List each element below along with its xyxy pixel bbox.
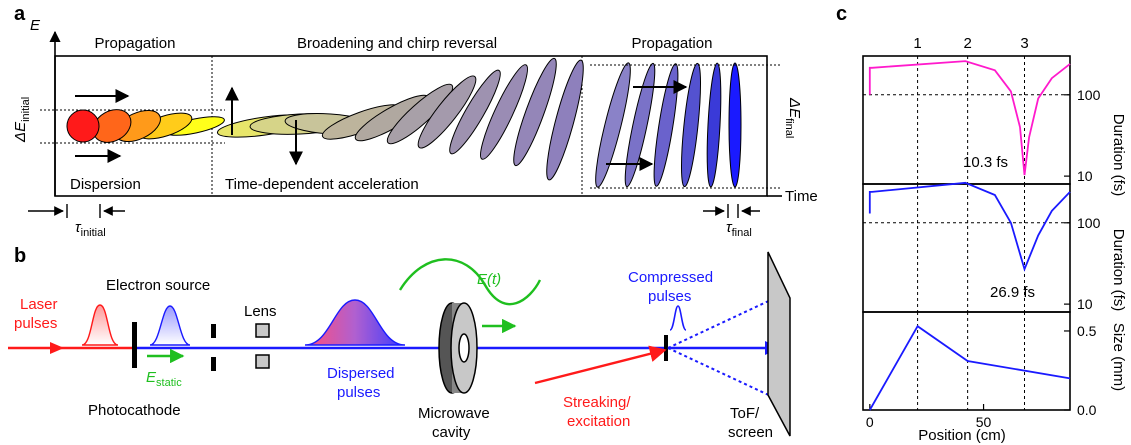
minimum-annotation: 10.3 fs xyxy=(963,154,1008,171)
panel-c-label: c xyxy=(836,3,847,25)
series-line xyxy=(868,60,1071,176)
divergence-upper xyxy=(667,297,776,349)
anode-lower xyxy=(211,357,216,371)
section-title-broadening: Broadening and chirp reversal xyxy=(297,35,497,52)
tof-label-line1: ToF/ xyxy=(730,405,760,422)
et-label: E(t) xyxy=(477,271,501,288)
tau-initial-label: τinitial xyxy=(75,219,106,239)
section-title-propagation-2: Propagation xyxy=(632,35,713,52)
initial-electron-pulse xyxy=(66,109,100,143)
panel-a: a E Time Propagation Broadening and chir… xyxy=(12,3,818,239)
tof-screen xyxy=(767,251,791,437)
laser-label-line2: pulses xyxy=(14,315,57,332)
series-line xyxy=(869,324,1071,411)
panel-b: b Laser pulses Photocathode Electron sou… xyxy=(8,245,791,441)
panel-b-label: b xyxy=(14,245,26,267)
tau-initial-marker: τinitial xyxy=(28,204,125,239)
top-tick-label: 2 xyxy=(963,35,971,52)
ylabel-middle: Duration (fs) xyxy=(1110,229,1127,312)
photocathode xyxy=(132,322,137,368)
sample-target xyxy=(664,335,668,361)
electron-source-label: Electron source xyxy=(106,277,210,294)
microwave-label-line1: Microwave xyxy=(418,405,490,422)
divergence-lower xyxy=(667,347,776,399)
tau-final-label: τfinal xyxy=(726,219,752,239)
laser-pulse-shape xyxy=(81,304,119,346)
duration-plot-top: 10 100 10.3 fs xyxy=(862,55,1101,185)
section-title-propagation-1: Propagation xyxy=(95,35,176,52)
y-tick-label: 10 xyxy=(1077,168,1093,184)
streaking-label-line1: Streaking/ xyxy=(563,394,631,411)
y-tick-label: 0.5 xyxy=(1077,323,1097,339)
panel-c: c 1 2 3 10 100 10.3 fs 10 100 26.9 fs 0.0 0.5 0 5… xyxy=(836,3,1127,444)
minimum-annotation: 26.9 fs xyxy=(990,284,1035,301)
photocathode-label: Photocathode xyxy=(88,402,181,419)
tof-label-line2: screen xyxy=(728,424,773,441)
duration-plot-middle: 10 100 26.9 fs xyxy=(862,181,1101,313)
microwave-cavity xyxy=(438,302,478,394)
top-tick-label: 3 xyxy=(1020,35,1028,52)
delta-e-initial-label: ΔEinitial xyxy=(12,97,32,143)
initial-pulses xyxy=(66,109,225,143)
electron-pulse-shape xyxy=(149,305,191,346)
plot-frame xyxy=(862,311,1071,411)
time-axis-label: Time xyxy=(785,188,818,205)
x-tick-label: 0 xyxy=(866,414,874,430)
compressed-label-line2: pulses xyxy=(648,288,691,305)
e-static-label: Estatic xyxy=(146,369,182,389)
lens-upper xyxy=(255,323,270,338)
lens-label: Lens xyxy=(244,303,277,320)
energy-axis-label: E xyxy=(30,17,41,34)
laser-label-line1: Laser xyxy=(20,296,58,313)
y-tick-label: 100 xyxy=(1077,87,1101,103)
y-tick-label: 10 xyxy=(1077,296,1093,312)
y-tick-label: 0.0 xyxy=(1077,402,1097,418)
xlabel-position: Position (cm) xyxy=(918,427,1006,444)
panel-a-label: a xyxy=(14,3,26,25)
delta-e-final-label: ΔEfinal xyxy=(783,97,803,138)
compressed-pulse-shape xyxy=(669,305,687,331)
y-tick-label: 100 xyxy=(1077,215,1101,231)
lens-lower xyxy=(255,354,270,369)
caption-acceleration: Time-dependent acceleration xyxy=(225,176,419,193)
series-line xyxy=(868,181,1071,272)
top-position-ticks: 1 2 3 xyxy=(913,35,1028,52)
size-plot-bottom: 0.0 0.5 0 50 xyxy=(862,311,1097,430)
broadening-pulses xyxy=(216,57,584,181)
x-tick-label: 50 xyxy=(976,414,992,430)
tau-final-marker: τfinal xyxy=(703,204,760,239)
final-pulses xyxy=(595,62,742,188)
top-tick-label: 1 xyxy=(913,35,921,52)
ylabel-top: Duration (fs) xyxy=(1110,114,1127,197)
dispersed-label-line2: pulses xyxy=(337,384,380,401)
laser-arrowhead xyxy=(50,342,64,354)
compressed-label-line1: Compressed xyxy=(628,269,713,286)
plot-frame xyxy=(862,183,1071,313)
caption-dispersion: Dispersion xyxy=(70,176,141,193)
dispersed-label-line1: Dispersed xyxy=(327,365,395,382)
panel-a-frame xyxy=(54,55,768,197)
dispersed-pulse-shape xyxy=(304,299,406,346)
ylabel-bottom: Size (mm) xyxy=(1110,323,1127,391)
anode-upper xyxy=(211,324,216,338)
microwave-field-wave xyxy=(398,258,542,306)
streaking-label-line2: excitation xyxy=(567,413,630,430)
microwave-label-line2: cavity xyxy=(432,424,471,441)
streaking-beam xyxy=(534,345,667,385)
